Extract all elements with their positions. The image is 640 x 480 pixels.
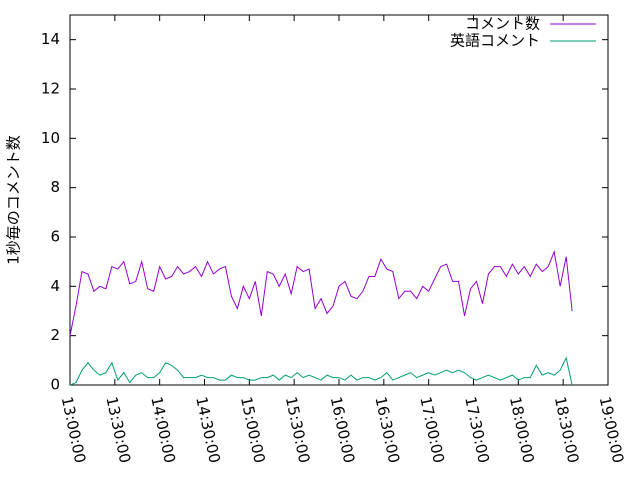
x-tick-label: 18:00:00 [506, 395, 538, 465]
x-tick-label: 15:30:00 [282, 395, 314, 465]
y-tick-label: 10 [41, 129, 60, 147]
x-tick-label: 18:30:00 [551, 395, 583, 465]
legend-label: 英語コメント [450, 32, 540, 50]
x-tick-label: 13:30:00 [103, 395, 135, 465]
x-tick-label: 14:00:00 [147, 395, 179, 465]
x-tick-label: 16:00:00 [327, 395, 359, 465]
y-tick-label: 0 [50, 376, 60, 394]
x-tick-label: 15:00:00 [237, 395, 269, 465]
x-tick-label: 16:30:00 [372, 395, 404, 465]
y-tick-label: 4 [50, 277, 60, 295]
x-tick-label: 17:00:00 [416, 395, 448, 465]
x-tick-label: 19:00:00 [596, 395, 628, 465]
x-tick-label: 17:30:00 [461, 395, 493, 465]
data-line [69, 249, 573, 336]
y-tick-label: 14 [41, 30, 60, 48]
x-tick-label: 13:00:00 [58, 395, 90, 465]
x-tick-label: 14:30:00 [192, 395, 224, 465]
y-tick-label: 6 [50, 228, 60, 246]
y-tick-label: 12 [41, 80, 60, 98]
y-tick-label: 8 [50, 178, 60, 196]
data-line [69, 356, 573, 386]
y-tick-label: 2 [50, 326, 60, 344]
y-axis-label: 1秒毎のコメント数 [5, 135, 23, 265]
plot-border [69, 14, 609, 386]
legend-label: コメント数 [465, 15, 540, 33]
